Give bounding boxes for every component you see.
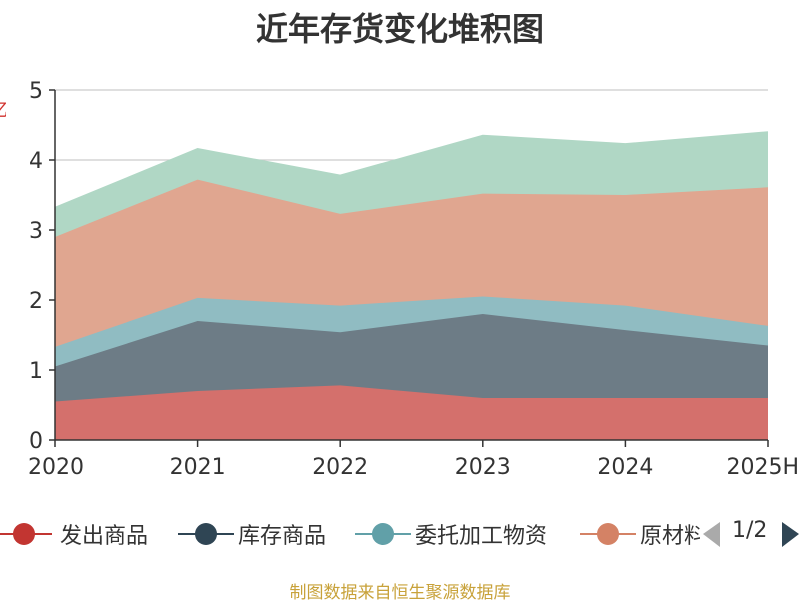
y-tick-label: 3 [29, 219, 43, 244]
x-tick-label: 2025H [726, 455, 799, 480]
y-tick-label: 4 [29, 149, 43, 174]
area-series-1 [55, 385, 768, 440]
y-tick-label: 5 [29, 79, 43, 104]
y-tick-label: 0 [29, 429, 43, 454]
legend-marker-icon [13, 523, 35, 545]
stacked-area-chart: 0 1 2 3 4 5 2020 2021 2022 2023 2024 2025H [28, 79, 799, 480]
legend: 发出商品 库存商品 委托加工物资 原材料 [0, 512, 800, 556]
legend-item-3[interactable]: 委托加工物资 [355, 512, 547, 556]
legend-label: 发出商品 [60, 524, 149, 549]
legend-prev-page-icon[interactable] [703, 522, 720, 547]
x-tick-label: 2024 [597, 455, 653, 480]
source-note: 制图数据来自恒生聚源数据库 [289, 583, 511, 603]
legend-pager: 1/2 [700, 512, 800, 556]
x-tick-label: 2021 [170, 455, 226, 480]
area-series-4 [55, 179, 768, 347]
area-series-5 [55, 132, 768, 237]
area-series [54, 131, 769, 440]
x-tick-label: 2023 [455, 455, 511, 480]
x-tick-label: 2020 [28, 455, 84, 480]
legend-item-1[interactable]: 发出商品 [0, 512, 175, 556]
chart-title: 近年存货变化堆积图 [255, 10, 544, 48]
y-tick-label: 2 [29, 289, 43, 314]
axes [49, 89, 769, 447]
tick-labels: 0 1 2 3 4 5 2020 2021 2022 2023 2024 2025H [28, 79, 799, 480]
legend-label: 委托加工物资 [415, 524, 548, 549]
legend-marker-icon [195, 523, 217, 545]
y-axis-label-fragment: 亿 [0, 96, 6, 140]
legend-marker-icon [597, 523, 619, 545]
legend-marker-icon [372, 523, 394, 545]
x-tick-label: 2022 [312, 455, 368, 480]
area-series-2 [55, 314, 768, 402]
y-tick-label: 1 [29, 359, 43, 384]
area-series-3 [55, 296, 768, 367]
series-line-5 [54, 131, 769, 209]
legend-page-indicator: 1/2 [732, 518, 768, 543]
legend-label: 库存商品 [238, 524, 327, 549]
legend-next-page-icon[interactable] [782, 522, 799, 547]
legend-item-4[interactable]: 原材料 [580, 512, 800, 556]
legend-item-2[interactable]: 库存商品 [178, 512, 353, 556]
legend-label: 原材料 [640, 524, 707, 549]
